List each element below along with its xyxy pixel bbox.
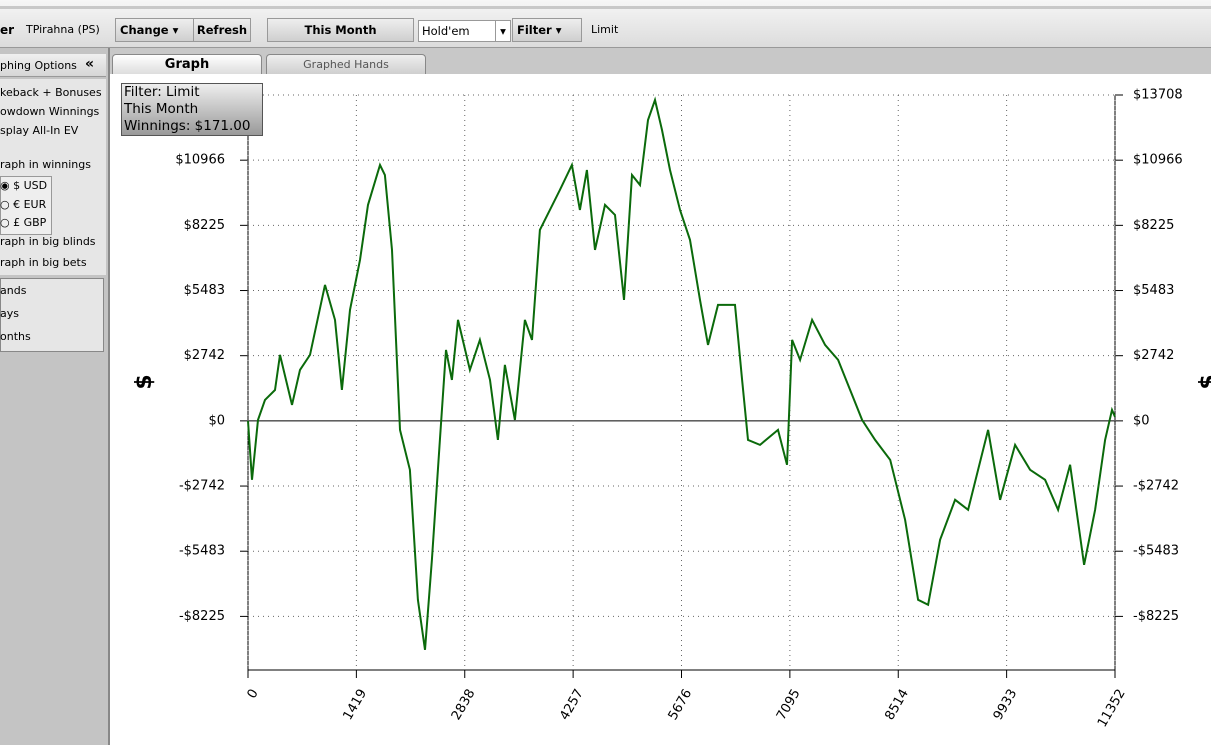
refresh-button[interactable]: Refresh [193, 18, 251, 42]
player-label: er [0, 23, 15, 37]
y2-tick-label: $5483 [1133, 283, 1174, 298]
tab[interactable]: Graphed Hands [266, 54, 426, 74]
xmode[interactable]: ands [0, 284, 27, 297]
y2-tick-label: $8225 [1133, 218, 1174, 233]
limit-label: Limit [591, 23, 619, 36]
collapse[interactable]: « [85, 56, 95, 72]
y-tick-label: -$2742 [179, 479, 225, 494]
y2-tick-label: $2742 [1133, 348, 1174, 363]
y-tick-label: $10966 [175, 153, 225, 168]
x-tick-label: 11352 [1095, 687, 1129, 730]
x-tick-label: 9933 [991, 687, 1021, 723]
toolbar-line [0, 6, 1211, 9]
xmode[interactable]: onths [0, 330, 31, 343]
option[interactable]: keback + Bonuses [0, 86, 102, 99]
y-tick-label: -$8225 [179, 609, 225, 624]
x-tick-label: 0 [245, 687, 262, 702]
x-tick-label: 1419 [341, 687, 371, 723]
change-button[interactable]: Change ▾ [115, 18, 195, 42]
game-select[interactable]: Hold'em ▾ [418, 20, 511, 42]
chart: $13708$13708$10966$10966$8225$8225$5483$… [132, 88, 1211, 731]
y2-tick-label: $0 [1133, 413, 1150, 428]
option[interactable]: raph in big bets [0, 256, 87, 269]
y2-tick-label: -$2742 [1133, 479, 1179, 494]
x-tick-label: 7095 [774, 687, 804, 723]
x-tick-label: 4257 [557, 687, 587, 723]
option[interactable]: owdown Winnings [0, 105, 100, 118]
y2-tick-label: $10966 [1133, 153, 1183, 168]
x-tick-label: 2838 [449, 687, 479, 723]
x-tick-label: 8514 [882, 687, 912, 723]
y-tick-label: -$5483 [179, 544, 225, 559]
y-tick-label: $5483 [184, 283, 225, 298]
y2-tick-label: -$5483 [1133, 544, 1179, 559]
info-line: Winnings: $171.00 [124, 118, 251, 134]
currency-box [0, 176, 52, 235]
xmode-box [0, 278, 104, 352]
info-box: Filter: Limit This Month Winnings: $171.… [121, 83, 263, 136]
tab[interactable]: Graph [112, 54, 262, 74]
info-line: Filter: Limit [124, 84, 200, 100]
winnings-line [247, 96, 1116, 650]
y-tick-label: $8225 [184, 218, 225, 233]
radio[interactable]: ◉ $ USD [0, 179, 48, 192]
player: TPirahna (PS) [26, 23, 100, 36]
option[interactable]: splay All-In EV [0, 124, 79, 137]
sidebar: phing Options « keback + Bonuses owdown … [0, 48, 110, 745]
button-text: Filter [517, 23, 552, 37]
y2-tick-label: $13708 [1133, 88, 1183, 103]
button-text: Change [120, 23, 169, 37]
option[interactable]: raph in winnings [0, 158, 91, 171]
period-button[interactable]: This Month [267, 18, 414, 42]
filter-button[interactable]: Filter ▾ [512, 18, 582, 42]
radio[interactable]: ○ € EUR [0, 198, 47, 211]
xmode[interactable]: ays [0, 307, 19, 320]
radio-text: € EUR [13, 198, 47, 211]
select-text: Hold'em [422, 24, 470, 38]
option[interactable]: raph in big blinds [0, 235, 96, 248]
y-tick-label: $0 [208, 413, 225, 428]
y-tick-label: $2742 [184, 348, 225, 363]
radio[interactable]: ○ £ GBP [0, 216, 47, 229]
y2-axis-label: $ [1196, 374, 1211, 389]
y-axis-label: $ [132, 374, 157, 389]
sidebar-header[interactable]: phing Options « [0, 54, 106, 77]
toolbar: er TPirahna (PS) Change ▾ Refresh This M… [0, 0, 1211, 48]
x-tick-label: 5676 [666, 687, 696, 723]
header-text: phing Options [0, 59, 77, 72]
radio-text: $ USD [13, 179, 48, 192]
info-line: This Month [124, 101, 199, 117]
y2-tick-label: -$8225 [1133, 609, 1179, 624]
radio-text: £ GBP [13, 216, 47, 229]
